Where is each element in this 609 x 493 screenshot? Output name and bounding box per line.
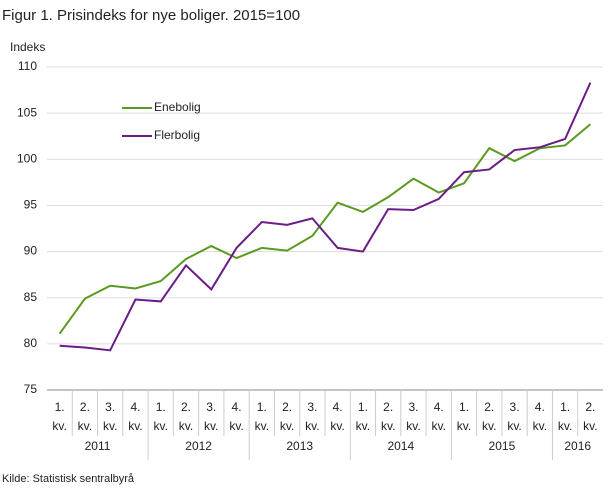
legend-label: Enebolig xyxy=(154,100,201,114)
group-label: 2015 xyxy=(489,439,516,453)
x-tick-label: kv. xyxy=(381,419,395,433)
x-tick-label: 1. xyxy=(257,400,267,414)
group-label: 2014 xyxy=(387,439,414,453)
x-tick-label: kv. xyxy=(255,419,269,433)
y-tick-label: 75 xyxy=(24,382,38,396)
legend-label: Flerbolig xyxy=(154,128,200,142)
y-tick-label: 90 xyxy=(24,244,38,258)
x-tick-label: 2. xyxy=(80,400,90,414)
x-tick-label: kv. xyxy=(507,419,521,433)
x-tick-label: kv. xyxy=(154,419,168,433)
x-tick-label: 3. xyxy=(408,400,418,414)
y-tick-label: 110 xyxy=(18,59,37,73)
x-tick-label: 1. xyxy=(358,400,368,414)
x-tick-label: kv. xyxy=(356,419,370,433)
x-tick-label: kv. xyxy=(558,419,572,433)
x-tick-label: kv. xyxy=(330,419,344,433)
x-tick-label: 3. xyxy=(510,400,520,414)
x-tick-label: 1. xyxy=(560,400,570,414)
y-tick-label: 80 xyxy=(24,336,38,350)
series-line xyxy=(58,123,592,335)
x-tick-label: kv. xyxy=(204,419,218,433)
x-tick-label: kv. xyxy=(179,419,193,433)
group-label: 2012 xyxy=(185,439,212,453)
x-tick-label: kv. xyxy=(280,419,294,433)
group-label: 2011 xyxy=(85,439,111,453)
x-tick-label: 2. xyxy=(383,400,393,414)
x-tick-label: kv. xyxy=(533,419,547,433)
x-tick-label: 4. xyxy=(130,400,140,414)
x-tick-label: 3. xyxy=(206,400,216,414)
group-label: 2013 xyxy=(286,439,313,453)
x-tick-label: 4. xyxy=(535,400,545,414)
y-tick-label: 100 xyxy=(17,151,37,165)
x-tick-label: 2. xyxy=(484,400,494,414)
x-tick-label: 4. xyxy=(434,400,444,414)
x-tick-label: kv. xyxy=(457,419,471,433)
x-tick-label: 3. xyxy=(105,400,115,414)
x-tick-label: 1. xyxy=(156,400,166,414)
group-label: 2016 xyxy=(564,439,591,453)
x-tick-label: 4. xyxy=(333,400,343,414)
chart-title: Figur 1. Prisindeks for nye boliger. 201… xyxy=(2,7,300,24)
y-tick-label: 95 xyxy=(24,198,38,212)
y-tick-label: 85 xyxy=(24,290,38,304)
y-axis-label: Indeks xyxy=(10,40,45,54)
x-tick-label: 1. xyxy=(459,400,469,414)
x-tick-label: kv. xyxy=(78,419,92,433)
x-tick-label: kv. xyxy=(229,419,243,433)
x-tick-label: 3. xyxy=(307,400,317,414)
x-tick-label: kv. xyxy=(52,419,66,433)
x-tick-label: 1. xyxy=(55,400,65,414)
x-tick-label: 2. xyxy=(181,400,191,414)
x-tick-label: kv. xyxy=(406,419,420,433)
x-tick-label: kv. xyxy=(432,419,446,433)
x-tick-label: 2. xyxy=(282,400,292,414)
y-tick-label: 105 xyxy=(17,105,37,119)
x-tick-label: kv. xyxy=(305,419,319,433)
x-tick-label: 4. xyxy=(232,400,242,414)
series-line xyxy=(59,82,592,352)
x-tick-label: kv. xyxy=(482,419,496,433)
x-tick-label: kv. xyxy=(583,419,597,433)
source: Kilde: Statistisk sentralbyrå xyxy=(2,473,135,485)
x-tick-label: kv. xyxy=(103,419,117,433)
x-tick-label: 2. xyxy=(585,400,595,414)
x-tick-label: kv. xyxy=(128,419,142,433)
